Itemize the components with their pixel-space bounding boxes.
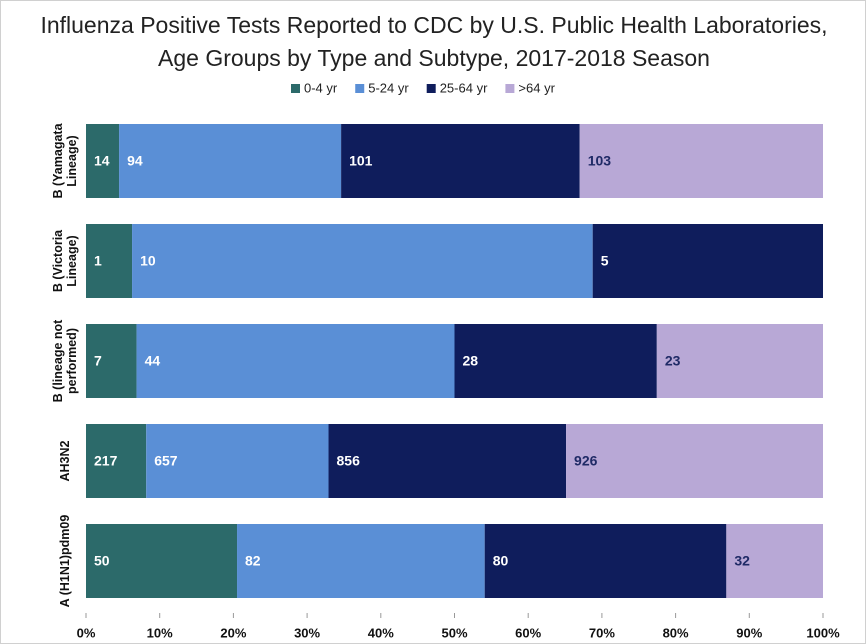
x-tick-label: 40% — [368, 625, 394, 640]
y-tick-label: B (Victoria Lineage) — [51, 229, 79, 293]
legend-label: 5-24 yr — [368, 80, 409, 95]
data-label: 80 — [493, 553, 509, 569]
bar-segment — [454, 324, 657, 398]
data-label: 14 — [94, 153, 110, 169]
bar-segment — [484, 524, 727, 598]
legend-swatch — [426, 84, 436, 93]
legend-swatch — [291, 84, 300, 93]
bar-segment — [132, 224, 593, 298]
data-label: 10 — [140, 253, 156, 269]
data-label: 7 — [94, 353, 102, 369]
data-label: 5 — [601, 253, 609, 269]
x-tick-label: 100% — [806, 625, 840, 640]
bar-segment — [86, 224, 133, 298]
data-label: 23 — [665, 353, 681, 369]
legend-swatch — [505, 84, 515, 93]
bar-segment — [86, 524, 238, 598]
x-tick-label: 70% — [589, 625, 615, 640]
x-tick-label: 90% — [736, 625, 762, 640]
data-label: 1 — [94, 253, 102, 269]
data-label: 94 — [127, 153, 143, 169]
bar-segment — [86, 124, 120, 198]
bar-segment — [656, 324, 823, 398]
data-label: 856 — [337, 453, 361, 469]
x-tick-label: 80% — [663, 625, 689, 640]
legend-swatch — [355, 84, 365, 93]
data-label: 217 — [94, 453, 118, 469]
bar-segment — [726, 524, 823, 598]
chart-title: Influenza Positive Tests Reported to CDC… — [40, 12, 828, 71]
data-label: 926 — [574, 453, 598, 469]
bar-segment — [119, 124, 342, 198]
data-label: 82 — [245, 553, 261, 569]
data-label: 103 — [588, 153, 612, 169]
bar-segment — [592, 224, 823, 298]
y-tick-label: B (Yamagata Lineage) — [51, 123, 79, 199]
data-label: 28 — [463, 353, 479, 369]
x-tick-label: 10% — [147, 625, 173, 640]
bar-segment — [237, 524, 485, 598]
x-tick-label: 60% — [515, 625, 541, 640]
data-label: 657 — [154, 453, 178, 469]
bar-segment — [86, 324, 137, 398]
data-label: 32 — [734, 553, 750, 569]
y-tick-label: AH3N2 — [58, 440, 72, 482]
x-tick-label: 30% — [294, 625, 320, 640]
bar-segment — [146, 424, 329, 498]
bar-segment — [328, 424, 567, 498]
bar-segment — [341, 124, 580, 198]
y-tick-label: A (H1N1)pdm09 — [58, 514, 72, 608]
data-label: 44 — [145, 353, 161, 369]
x-tick-label: 20% — [220, 625, 246, 640]
bar-segment — [136, 324, 455, 398]
bar-segment — [86, 424, 147, 498]
data-label: 101 — [349, 153, 373, 169]
y-tick-label: B (lineage not performed) — [51, 319, 79, 403]
legend-label: >64 yr — [518, 80, 555, 95]
legend-label: 0-4 yr — [304, 80, 338, 95]
bar-segment — [566, 424, 823, 498]
x-tick-label: 50% — [441, 625, 467, 640]
data-label: 50 — [94, 553, 110, 569]
bar-segment — [579, 124, 823, 198]
legend-label: 25-64 yr — [440, 80, 488, 95]
x-tick-label: 0% — [77, 625, 96, 640]
